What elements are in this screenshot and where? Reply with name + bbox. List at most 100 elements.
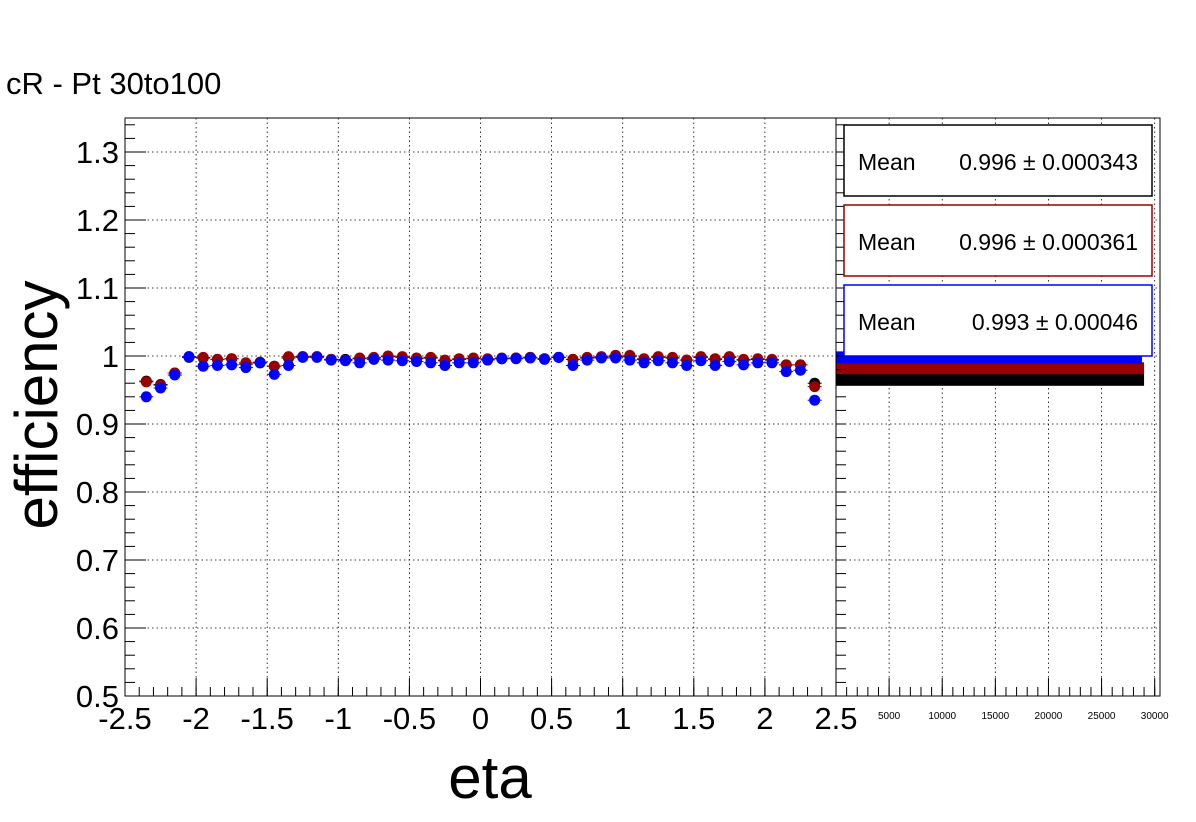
x-tick-label: 2 (756, 701, 773, 736)
data-point (226, 359, 238, 371)
data-point (666, 357, 678, 369)
main-grid (125, 118, 836, 696)
data-point (411, 355, 423, 367)
data-point (681, 360, 693, 372)
y-tick-label: 1.2 (76, 203, 119, 238)
x-tick-label: -2.5 (98, 701, 151, 736)
data-point (325, 354, 337, 366)
data-point (155, 382, 167, 394)
data-point (268, 368, 280, 380)
data-point (211, 360, 223, 372)
data-point (425, 357, 437, 369)
x-tick-label: -1.5 (240, 701, 293, 736)
y-tick-label: 1.3 (76, 135, 119, 170)
y-tick-label: 1 (102, 339, 119, 374)
y-tick-label: 0.7 (76, 543, 119, 578)
data-point (624, 354, 636, 366)
data-point (311, 351, 323, 363)
y-tick-label: 0.6 (76, 611, 119, 646)
data-point (638, 357, 650, 369)
data-point (652, 355, 664, 367)
data-point (240, 362, 252, 374)
data-point (382, 354, 394, 366)
stat-boxes: Mean 0.996 ± 0.000343 Mean 0.996 ± 0.000361… (843, 124, 1153, 357)
stat-value: 0.993 ± 0.00046 (972, 309, 1138, 335)
data-point (809, 381, 821, 393)
stat-value: 0.996 ± 0.000343 (959, 149, 1138, 175)
data-point (183, 351, 195, 363)
data-point (752, 357, 764, 369)
x-tick-label: -0.5 (383, 701, 436, 736)
stat-label: Mean (858, 149, 916, 175)
side-x-tick-label: 20000 (1035, 711, 1063, 722)
main-data-points (139, 349, 822, 406)
data-point (581, 354, 593, 366)
data-point (482, 354, 494, 366)
side-x-tick-label: 15000 (981, 711, 1009, 722)
data-point (396, 355, 408, 367)
data-point (794, 364, 806, 376)
x-tick-label: 0 (472, 701, 489, 736)
stat-box: Mean 0.993 ± 0.00046 (843, 284, 1153, 357)
data-point (439, 360, 451, 372)
side-x-tick-label: 5000 (878, 711, 901, 722)
y-tick-label: 0.8 (76, 475, 119, 510)
data-point (354, 357, 366, 369)
stat-value: 0.996 ± 0.000361 (959, 229, 1138, 255)
data-point (496, 353, 508, 365)
y-tick-label: 1.1 (76, 271, 119, 306)
data-point (780, 366, 792, 378)
y-tick-label: 0.5 (76, 679, 119, 714)
main-tick-labels: -2.5 -2 -1.5 -1 -0.5 0 0.5 1 1.5 2 2.5 0.5 0.6 0.7 0.8… (76, 135, 858, 736)
data-point (538, 353, 550, 365)
main-ticks (124, 124, 837, 697)
x-tick-label: 1 (614, 701, 631, 736)
data-point (339, 355, 351, 367)
y-tick-label: 0.9 (76, 407, 119, 442)
data-point (297, 351, 309, 363)
data-point (368, 353, 380, 365)
x-axis-title: eta (448, 744, 532, 811)
x-tick-label: -1 (325, 701, 353, 736)
projection-bar (836, 373, 1145, 386)
projection-bar (836, 362, 1145, 375)
stat-box-frame (843, 124, 1153, 197)
x-tick-label: 1.5 (672, 701, 715, 736)
y-axis-title: efficiency (3, 280, 70, 529)
data-point (709, 360, 721, 372)
data-point (283, 351, 295, 363)
stat-box-frame (843, 204, 1153, 277)
data-point (140, 391, 152, 403)
data-point (723, 355, 735, 367)
stat-box: Mean 0.996 ± 0.000361 (843, 204, 1153, 277)
data-point (283, 360, 295, 372)
data-point (809, 394, 821, 406)
data-point (510, 353, 522, 365)
side-tick-labels: 5000 10000 15000 20000 25000 30000 (878, 711, 1169, 722)
stat-box-frame (843, 284, 1153, 357)
x-tick-label: -2 (182, 701, 210, 736)
data-point (553, 351, 565, 363)
data-point (453, 357, 465, 369)
data-point (268, 360, 280, 372)
data-point (595, 352, 607, 364)
data-point (695, 355, 707, 367)
data-point (254, 357, 266, 369)
data-point (197, 360, 209, 372)
side-x-tick-label: 30000 (1141, 711, 1169, 722)
data-point (738, 359, 750, 371)
data-point (610, 352, 622, 364)
x-tick-label: 2.5 (814, 701, 857, 736)
x-tick-label: 0.5 (530, 701, 573, 736)
stat-label: Mean (858, 309, 916, 335)
series-points (139, 351, 822, 406)
data-point (197, 351, 209, 363)
side-ticks (836, 124, 1156, 697)
data-point (467, 357, 479, 369)
side-x-tick-label: 10000 (928, 711, 956, 722)
data-point (524, 352, 536, 364)
side-x-tick-label: 25000 (1088, 711, 1116, 722)
chart-title: cR - Pt 30to100 (6, 66, 221, 101)
data-point (766, 357, 778, 369)
